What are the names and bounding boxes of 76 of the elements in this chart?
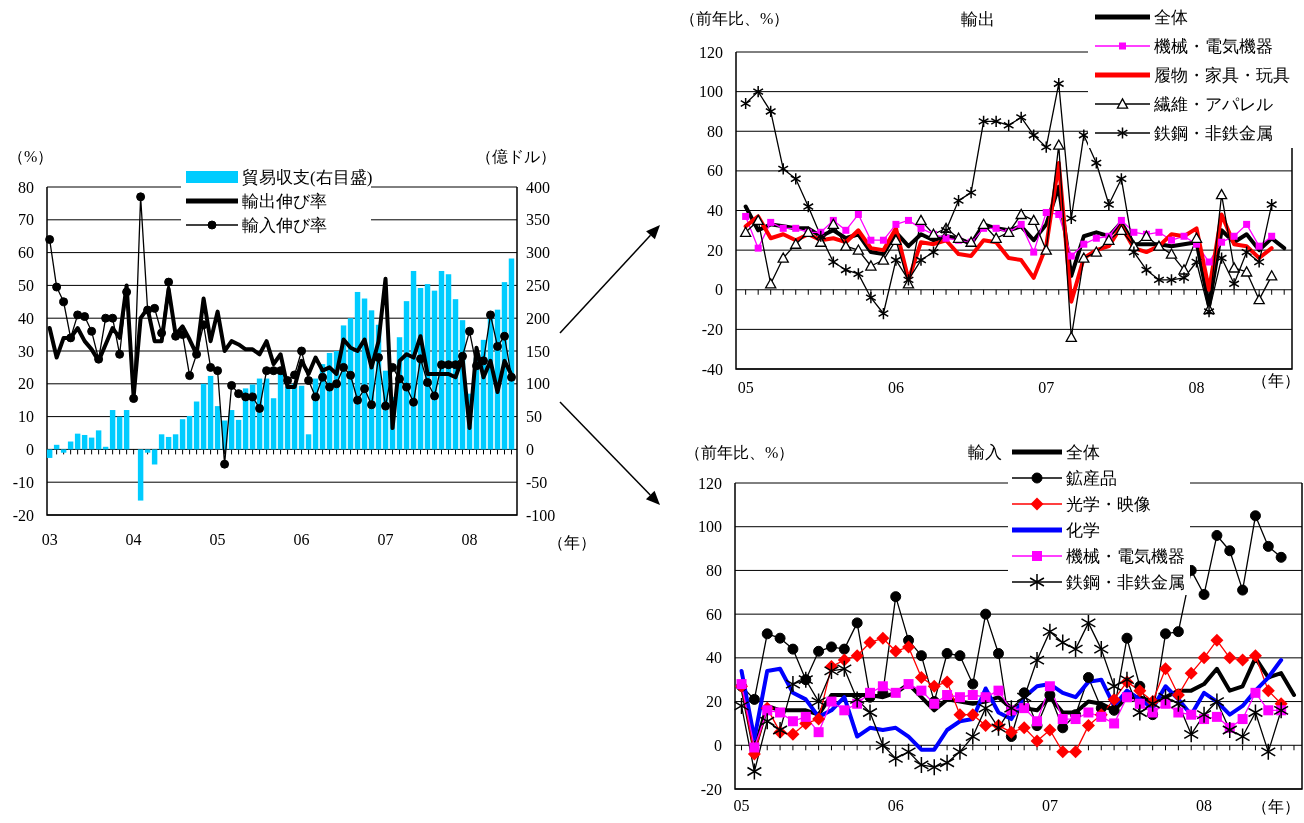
legend-label: 履物・家具・玩具: [1154, 66, 1290, 85]
x-tick-label: 07: [377, 531, 394, 548]
legend-label: 鉱産品: [1066, 469, 1117, 488]
y-axis-title: （前年比、%）: [680, 10, 790, 27]
y-tick-label: 80: [707, 122, 723, 140]
y-tick-label: -20: [700, 780, 722, 798]
y2-axis-title: （億ドル）: [476, 148, 556, 165]
x-tick-label: 05: [209, 531, 226, 548]
y-tick-label: 40: [706, 649, 722, 667]
y-tick-label: 20: [706, 693, 722, 711]
y-tick-label: 70: [18, 211, 34, 229]
x-tick-label: 08: [461, 531, 478, 548]
x-tick-label: 06: [293, 531, 310, 548]
x-tick-label: 06: [887, 797, 904, 814]
x-tick-label: 08: [1188, 379, 1205, 396]
y-tick-label: -10: [12, 473, 34, 491]
y-tick-label: 20: [707, 241, 723, 259]
legend-label: 繊維・アパレル: [1153, 95, 1273, 114]
legend-label: 輸出伸び率: [242, 192, 327, 211]
legend-label: 鉄鋼・非鉄金属: [1154, 124, 1273, 143]
legend-label: 全体: [1066, 443, 1100, 462]
legend-label: 輸入伸び率: [242, 216, 327, 235]
x-tick-label: 06: [887, 379, 904, 396]
legend-label: 鉄鋼・非鉄金属: [1066, 573, 1185, 592]
legend-label: 貿易収支(右目盛): [242, 168, 373, 187]
y2-tick-label: 50: [526, 408, 542, 426]
y2-tick-label: 200: [526, 309, 550, 327]
chart-title: 輸入: [968, 443, 1002, 462]
x-tick-label: 07: [1038, 379, 1055, 396]
legend-label: 全体: [1154, 8, 1188, 27]
x-axis-title: （年）: [1252, 372, 1300, 389]
y2-tick-label: 250: [526, 276, 550, 294]
y-tick-label: 40: [18, 309, 34, 327]
x-tick-label: 07: [1041, 797, 1058, 814]
legend-label: 化学: [1066, 521, 1100, 540]
chart-title: 輸出: [961, 10, 995, 29]
y-tick-label: 60: [707, 162, 723, 180]
y2-tick-label: -50: [526, 473, 548, 491]
y-tick-label: -20: [701, 320, 723, 338]
y-tick-label: 0: [714, 736, 722, 754]
y-tick-label: 100: [699, 83, 723, 101]
y-tick-label: -40: [701, 360, 723, 378]
y-tick-label: 120: [698, 474, 722, 492]
y-tick-label: 80: [18, 178, 34, 196]
y-tick-label: -20: [12, 506, 34, 524]
legend-label: 機械・電気機器: [1154, 37, 1273, 56]
y-axis-title: （%）: [8, 148, 54, 165]
y-tick-label: 50: [18, 276, 34, 294]
x-tick-label: 03: [41, 531, 58, 548]
y-tick-label: 120: [699, 43, 723, 61]
y2-tick-label: 300: [526, 244, 550, 262]
legend-label: 光学・映像: [1066, 495, 1151, 514]
y-tick-label: 100: [698, 518, 722, 536]
y2-tick-label: -100: [526, 506, 556, 524]
x-tick-label: 04: [125, 531, 142, 548]
x-tick-label: 08: [1196, 797, 1213, 814]
x-tick-label: 05: [737, 379, 754, 396]
y-tick-label: 30: [18, 342, 34, 360]
y-axis-title: （前年比、%）: [685, 444, 795, 461]
y-tick-label: 60: [18, 244, 34, 262]
legend-label: 機械・電気機器: [1066, 547, 1185, 566]
y-tick-label: 80: [706, 561, 722, 579]
y2-tick-label: 400: [526, 178, 550, 196]
y-tick-label: 10: [18, 408, 34, 426]
x-axis-title: （年）: [1252, 798, 1300, 815]
y-tick-label: 40: [707, 202, 723, 219]
y2-tick-label: 100: [526, 375, 550, 393]
y-tick-label: 60: [706, 605, 722, 623]
y-tick-label: 0: [26, 440, 34, 458]
y2-tick-label: 0: [526, 440, 534, 458]
x-tick-label: 05: [733, 797, 750, 814]
x-axis-title: （年）: [548, 534, 596, 551]
y2-tick-label: 350: [526, 211, 550, 229]
y-tick-label: 0: [715, 281, 723, 299]
y2-tick-label: 150: [526, 342, 550, 360]
y-tick-label: 20: [18, 375, 34, 393]
